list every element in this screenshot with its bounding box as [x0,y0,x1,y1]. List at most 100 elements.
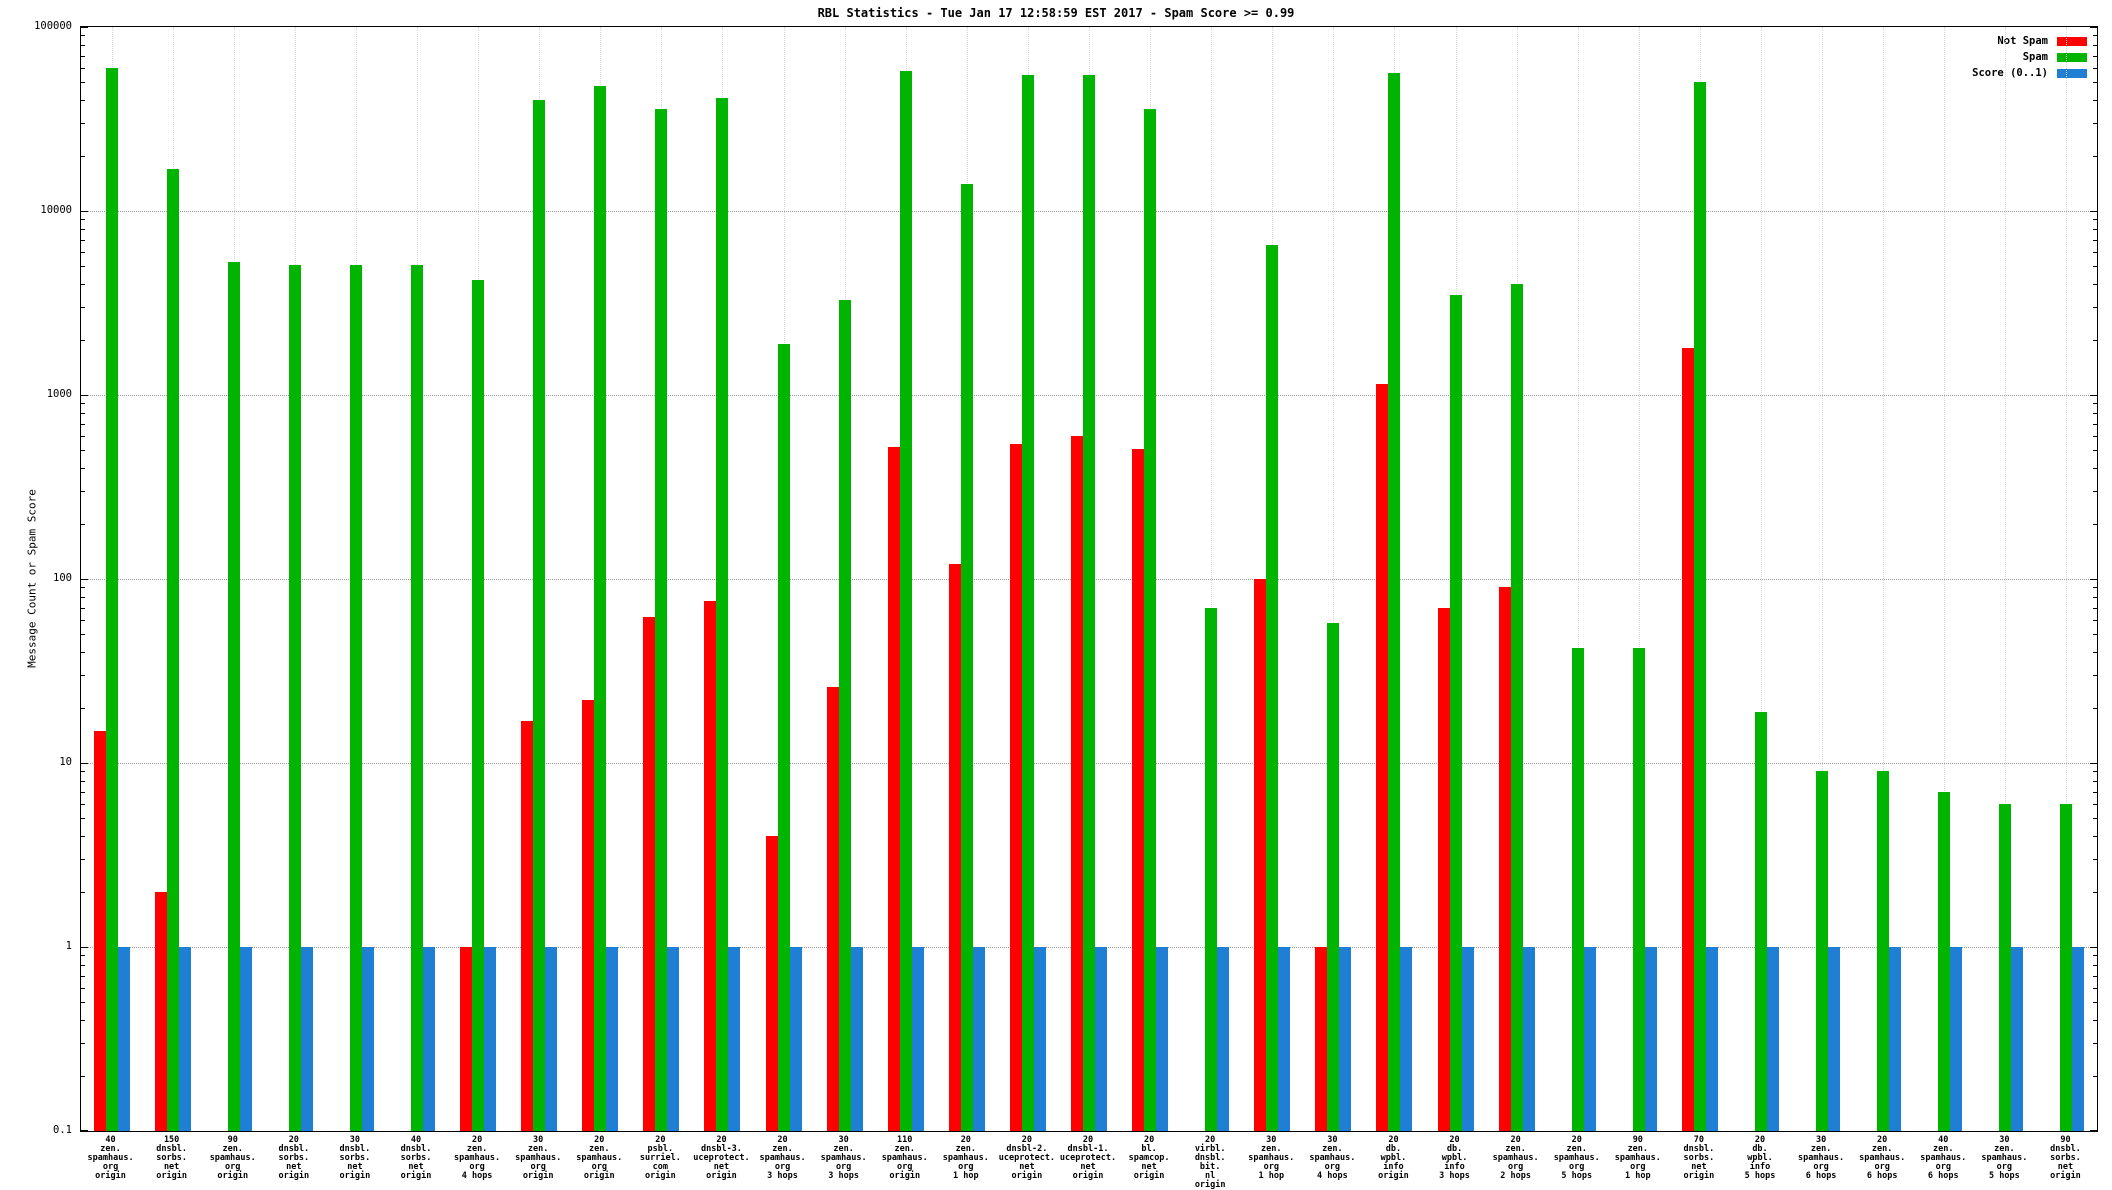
y-minor-tick [2093,596,2097,598]
bar-spam [1266,245,1279,1131]
y-minor-tick [81,587,85,589]
y-minor-tick [81,155,85,157]
bar-not-spam [1071,435,1083,1131]
x-gridline [1638,27,1640,1131]
y-minor-tick [81,239,85,241]
y-minor-tick [2093,435,2097,437]
bar-spam [1755,711,1767,1131]
bar-spam [1327,622,1340,1131]
y-minor-tick [2093,67,2097,69]
x-category-label: 20 dnsbl. sorbs. net origin [278,1135,310,1181]
bar-score-0-1 [606,947,619,1131]
bar-not-spam [1681,348,1694,1131]
y-minor-tick [81,803,85,805]
y-major-tick [81,579,88,580]
legend-swatch-spam [2057,52,2087,62]
y-minor-tick [81,450,85,452]
x-category-label: 110 zen. spamhaus. org origin [881,1135,928,1181]
bar-not-spam [704,600,717,1131]
bar-score-0-1 [911,947,924,1131]
x-gridline [1761,27,1762,1131]
bar-not-spam [826,686,839,1131]
bar-score-0-1 [1033,947,1046,1131]
bar-not-spam [93,730,106,1131]
bar-not-spam [1009,444,1022,1131]
y-minor-tick [2093,219,2097,221]
x-category-label: 30 zen. spamhaus. org 4 hops [1309,1135,1356,1181]
y-tick-label: 10000 [40,204,72,216]
y-minor-tick [81,652,85,654]
x-category-label: 20 zen. spamhaus. org 1 hop [942,1135,989,1181]
y-minor-tick [81,818,85,820]
y-minor-tick [81,975,85,977]
y-minor-tick [2093,859,2097,861]
bar-score-0-1 [300,947,313,1131]
y-minor-tick [81,634,85,636]
y-minor-tick [2093,412,2097,414]
bar-score-0-1 [1705,947,1718,1131]
bar-spam [1449,294,1462,1131]
x-category-label: 20 bl. spamcop. net origin [1128,1135,1170,1181]
y-major-tick [2090,1130,2097,1131]
y-minor-tick [81,67,85,69]
x-gridline [2066,27,2068,1131]
x-gridline [1944,27,1946,1131]
y-tick-label: 10 [59,756,72,768]
y-minor-tick [2093,619,2097,621]
y-minor-tick [2093,307,2097,309]
y-minor-tick [81,596,85,598]
x-category-label: 30 zen. spamhaus. org 3 hops [820,1135,867,1181]
bar-spam [1938,791,1951,1131]
y-major-tick [2090,27,2097,28]
y-minor-tick [2093,780,2097,782]
x-category-label: 70 dnsbl. sorbs. net origin [1683,1135,1715,1181]
bar-score-0-1 [484,947,497,1131]
bar-score-0-1 [1400,947,1413,1131]
bar-score-0-1 [1950,947,1963,1131]
y-minor-tick [81,403,85,405]
y-major-tick [2090,395,2097,396]
y-minor-tick [81,791,85,793]
bar-score-0-1 [1339,947,1352,1131]
y-minor-tick [81,1002,85,1004]
bar-not-spam [1376,383,1389,1131]
bar-spam [1571,648,1584,1131]
y-minor-tick [81,836,85,838]
bar-score-0-1 [728,947,741,1131]
bar-spam [899,70,912,1131]
y-major-tick [81,211,88,212]
x-axis-category-labels: 40 zen. spamhaus. org origin 150 dnsbl. s… [80,1135,2098,1190]
x-category-label: 40 dnsbl. sorbs. net origin [400,1135,432,1181]
bar-score-0-1 [1583,947,1596,1131]
x-category-label: 20 dnsbl-3. uceprotect. net origin [693,1135,750,1181]
x-gridline [2005,27,2007,1131]
y-minor-tick [81,339,85,341]
x-category-label: 40 zen. spamhaus. org origin [87,1135,134,1181]
y-minor-tick [81,523,85,525]
y-minor-tick [81,891,85,893]
bar-spam [1144,108,1157,1131]
bar-spam [1877,771,1890,1131]
y-major-tick [81,395,88,396]
y-minor-tick [81,35,85,37]
y-minor-tick [81,82,85,84]
y-minor-tick [81,251,85,253]
legend-entry-spam: Spam [1972,51,2087,63]
x-category-label: 40 zen. spamhaus. org 6 hops [1920,1135,1967,1181]
y-minor-tick [2093,1002,2097,1004]
legend-label-not-spam: Not Spam [1997,35,2048,47]
y-minor-tick [2093,1075,2097,1077]
bar-spam [777,343,790,1131]
bar-spam [1999,803,2012,1131]
x-category-label: 20 dnsbl-1. uceprotect. net origin [1059,1135,1117,1181]
y-minor-tick [2093,55,2097,57]
bar-not-spam [1254,579,1267,1131]
bar-score-0-1 [178,947,191,1131]
bar-not-spam [1498,587,1511,1131]
bar-spam [166,168,179,1131]
bar-score-0-1 [972,947,985,1131]
bar-spam [1388,73,1401,1131]
y-minor-tick [81,219,85,221]
x-category-label: 20 psbl. surriel. com origin [639,1135,681,1181]
bar-not-spam [765,836,778,1131]
